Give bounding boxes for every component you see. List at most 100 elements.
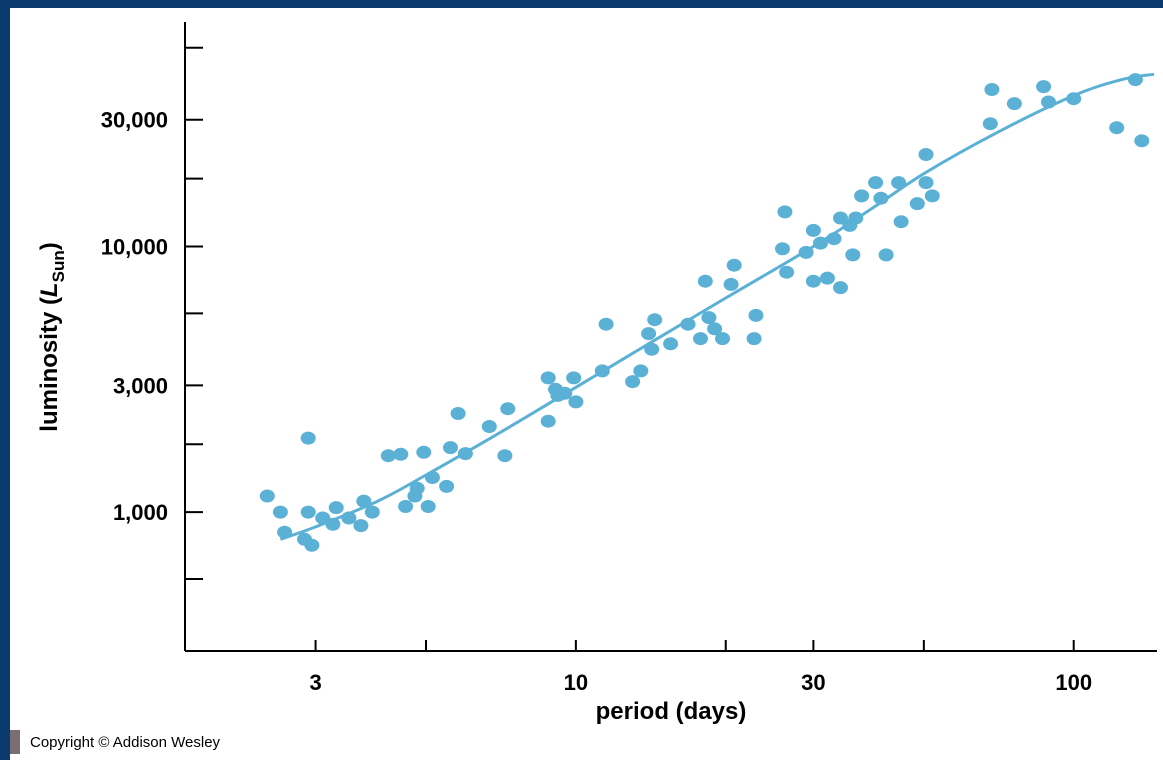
y-tick-label: 1,000	[113, 500, 168, 525]
data-point	[826, 232, 842, 246]
data-point	[647, 313, 663, 327]
data-point	[557, 386, 573, 400]
data-point	[726, 258, 742, 272]
data-point	[1109, 121, 1125, 135]
data-point	[457, 447, 473, 461]
data-point	[641, 327, 657, 341]
data-point	[633, 364, 649, 378]
data-point	[1006, 97, 1022, 111]
data-point	[398, 500, 414, 513]
data-point	[341, 511, 357, 525]
x-tick-label: 30	[801, 670, 825, 695]
y-axis-title-main: luminosity (	[36, 297, 63, 432]
data-point	[416, 445, 432, 459]
data-point	[854, 189, 870, 203]
data-point	[697, 274, 713, 288]
data-point	[380, 449, 396, 463]
data-point	[272, 505, 288, 519]
data-point	[833, 281, 848, 295]
data-point	[798, 245, 814, 259]
data-point	[540, 371, 556, 385]
data-points	[259, 73, 1150, 552]
y-tick-label: 10,000	[101, 234, 168, 259]
data-point	[644, 342, 660, 356]
corner-mark	[10, 730, 20, 754]
axes	[184, 22, 1157, 652]
data-point	[748, 308, 764, 322]
data-point	[663, 337, 679, 351]
data-point	[598, 317, 614, 331]
data-point	[893, 215, 909, 229]
data-point	[723, 277, 739, 291]
data-point	[364, 505, 380, 519]
data-point	[984, 83, 1000, 96]
data-point	[701, 311, 717, 325]
data-point	[924, 189, 940, 203]
data-point	[393, 447, 409, 461]
data-point	[1036, 80, 1052, 94]
tick-labels: 3 10 30 100 1,000 3,000 10,000 30,000	[101, 108, 1092, 695]
x-tick-label: 100	[1055, 670, 1092, 695]
data-point	[891, 176, 907, 190]
data-point	[300, 431, 316, 445]
data-point	[259, 489, 275, 503]
data-point	[918, 176, 934, 190]
data-point	[277, 525, 293, 539]
data-point	[693, 332, 708, 346]
data-point	[568, 395, 584, 409]
data-point	[819, 271, 835, 285]
data-point	[443, 441, 458, 455]
y-axis-title-l: L	[36, 282, 63, 297]
data-point	[848, 211, 864, 225]
data-point	[566, 371, 582, 385]
data-point	[1041, 95, 1056, 109]
data-point	[439, 479, 455, 493]
data-point	[805, 274, 821, 288]
y-axis-title-sub: Sun	[49, 250, 68, 282]
fit-curve	[279, 72, 1155, 541]
data-point	[481, 420, 497, 433]
x-axis-title: period (days)	[596, 698, 747, 725]
data-point	[707, 322, 723, 336]
data-point	[918, 148, 934, 161]
data-point	[353, 519, 369, 533]
data-point	[746, 332, 762, 346]
data-point	[304, 538, 320, 552]
data-point	[450, 407, 466, 420]
data-point	[715, 332, 730, 346]
data-point	[497, 449, 513, 463]
data-point	[775, 242, 790, 256]
copyright-text: Copyright © Addison Wesley	[30, 734, 221, 751]
data-point	[328, 501, 344, 515]
y-axis-title: luminosity (LSun)	[36, 242, 68, 431]
y-tick-label: 30,000	[101, 108, 168, 133]
data-point	[777, 205, 793, 219]
chart-container: 3 10 30 100 1,000 3,000 10,000 30,000 period (d…	[10, 8, 1163, 760]
data-point	[982, 117, 998, 131]
data-point	[868, 176, 884, 190]
data-point	[1066, 92, 1082, 106]
data-point	[325, 517, 341, 531]
data-point	[845, 248, 861, 262]
x-tick-label: 3	[309, 670, 321, 695]
data-point	[594, 364, 610, 378]
y-tick-label: 3,000	[113, 373, 168, 398]
data-point	[625, 375, 641, 389]
data-point	[878, 248, 894, 262]
data-point	[300, 505, 316, 519]
data-point	[805, 223, 821, 237]
data-point	[1127, 73, 1143, 87]
x-tick-label: 10	[564, 670, 588, 695]
data-point	[873, 191, 889, 205]
data-point	[420, 500, 436, 513]
data-point	[356, 494, 372, 508]
data-point	[680, 317, 696, 331]
luminosity-period-chart: 3 10 30 100 1,000 3,000 10,000 30,000 period (d…	[36, 22, 1157, 725]
y-axis-title-close: )	[36, 242, 63, 250]
data-point	[1134, 134, 1150, 148]
data-point	[779, 265, 795, 279]
data-point	[813, 236, 828, 250]
data-point	[540, 414, 556, 428]
ticks	[185, 46, 1075, 651]
data-point	[424, 471, 440, 484]
